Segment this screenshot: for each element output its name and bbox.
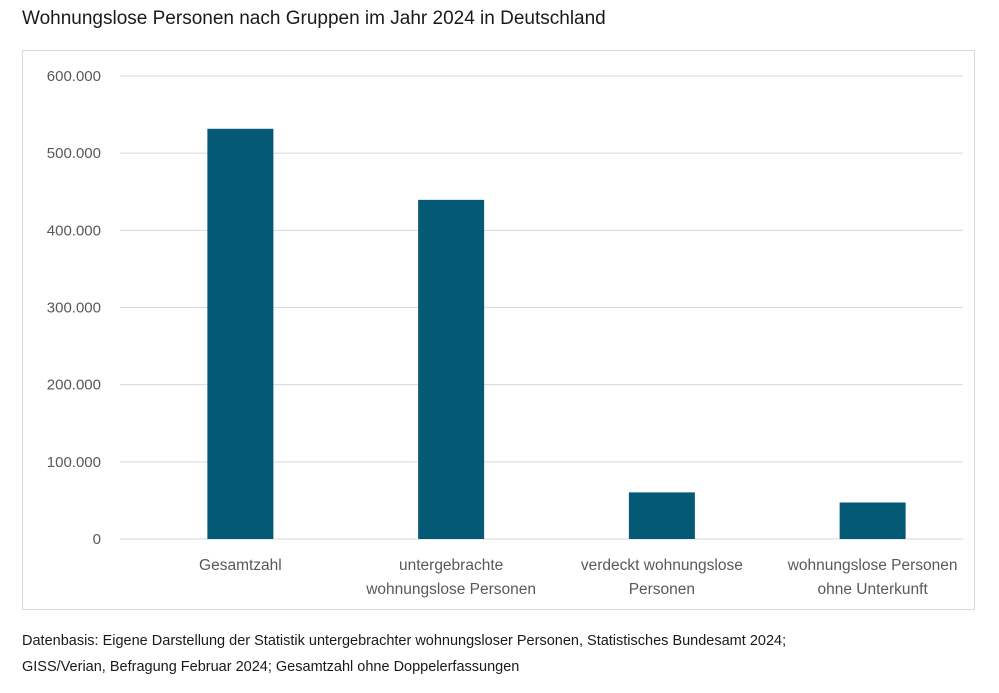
y-tick-label: 100.000: [47, 454, 101, 471]
bar: [207, 128, 274, 540]
y-tick-label: 500.000: [47, 145, 101, 162]
y-tick-label: 200.000: [47, 377, 101, 394]
y-axis-tick-labels: 0 100.000 200.000 300.000 400.000 500.000 600.…: [47, 68, 101, 548]
y-tick-label: 400.000: [47, 222, 101, 239]
chart-title: Wohnungslose Personen nach Gruppen im Ja…: [22, 8, 606, 29]
chart-area: [22, 50, 975, 610]
x-category-label: verdeckt wohnungslose Personen: [581, 557, 743, 598]
source-line-1: Datenbasis: Eigene Darstellung der Stati…: [22, 633, 787, 649]
source-line-2: GISS/Verian, Befragung Februar 2024; Ges…: [22, 659, 520, 675]
y-tick-label: 600.000: [47, 68, 101, 85]
bar: [418, 199, 485, 540]
y-tick-label: 0: [93, 531, 101, 548]
bar: [839, 502, 906, 539]
x-category-label: Gesamtzahl: [199, 557, 282, 574]
source-note: Datenbasis: Eigene Darstellung der Stati…: [22, 628, 786, 680]
x-category-label: untergebrachte wohnungslose Personen: [365, 557, 536, 598]
x-category-label: wohnungslose Personen ohne Unterkunft: [787, 557, 958, 598]
bar: [628, 492, 695, 539]
bars: [207, 128, 906, 540]
y-tick-label: 300.000: [47, 300, 101, 317]
x-axis-category-labels: Gesamtzahl untergebrachte wohnungslose Per…: [199, 557, 957, 598]
